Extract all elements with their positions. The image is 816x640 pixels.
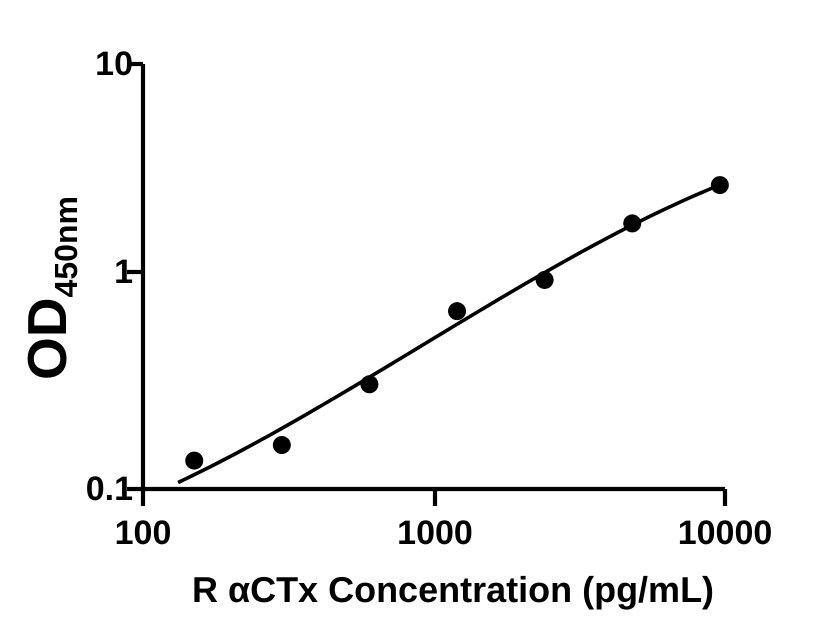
svg-text:1000: 1000 — [397, 514, 473, 552]
svg-text:10000: 10000 — [678, 514, 773, 552]
svg-text:0.1: 0.1 — [86, 470, 133, 508]
svg-text:1: 1 — [114, 253, 133, 291]
svg-text:R αCTx Concentration (pg/mL): R αCTx Concentration (pg/mL) — [192, 569, 714, 610]
svg-text:OD450nm: OD450nm — [16, 196, 84, 380]
svg-text:10: 10 — [95, 45, 133, 83]
svg-text:100: 100 — [115, 514, 172, 552]
